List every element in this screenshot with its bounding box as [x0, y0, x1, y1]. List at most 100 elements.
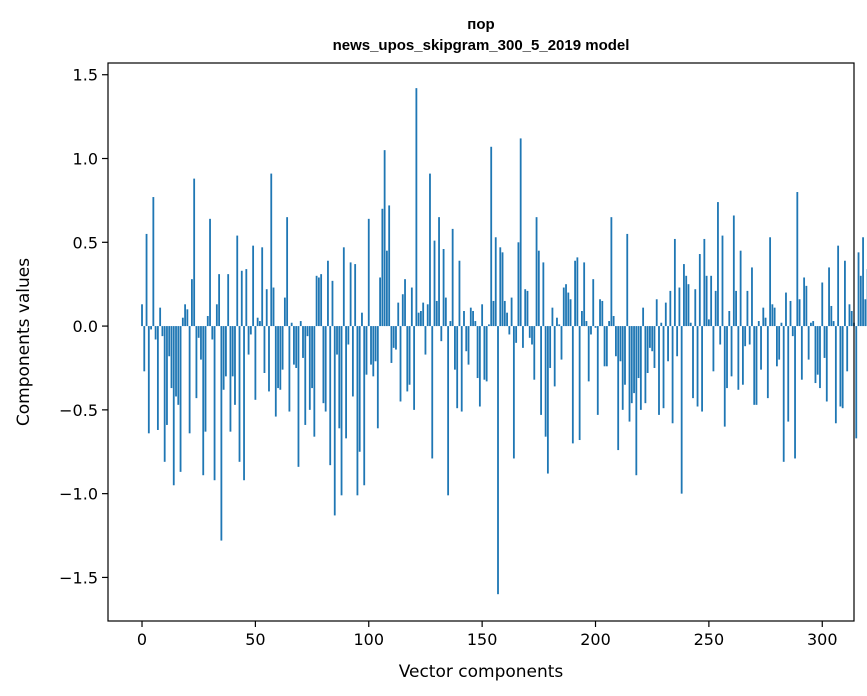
bar	[288, 326, 291, 412]
bar	[211, 326, 214, 340]
bar	[379, 277, 381, 327]
bar	[649, 326, 651, 348]
bar	[753, 326, 756, 405]
bar	[499, 247, 502, 327]
bar	[195, 326, 198, 399]
bar	[807, 326, 810, 360]
bar	[540, 326, 542, 415]
bar	[667, 326, 669, 362]
bar	[170, 326, 173, 389]
bar	[381, 208, 384, 327]
bar	[168, 326, 171, 357]
bar	[281, 326, 284, 370]
bar	[265, 289, 268, 327]
bar	[628, 326, 631, 422]
x-axis-label: Vector components	[399, 662, 564, 682]
bar	[293, 326, 295, 365]
bar	[399, 326, 402, 402]
bar	[664, 302, 667, 327]
bar	[639, 326, 642, 410]
bar	[141, 304, 143, 327]
bar	[846, 326, 849, 372]
bar	[451, 228, 454, 327]
bar	[311, 326, 313, 389]
bar	[751, 267, 753, 327]
bar	[578, 326, 581, 441]
bar	[596, 326, 599, 415]
bar	[776, 326, 778, 367]
bar	[424, 326, 427, 355]
bar	[338, 326, 341, 429]
bar	[497, 326, 499, 595]
bar	[701, 326, 703, 412]
bar	[231, 326, 234, 377]
bar	[839, 326, 842, 407]
bar	[215, 304, 218, 327]
bar	[488, 324, 490, 327]
bar	[508, 326, 511, 335]
bar	[331, 280, 334, 327]
bar	[655, 299, 658, 327]
bar	[363, 326, 366, 486]
bar	[515, 326, 518, 343]
bar	[347, 326, 350, 345]
bar	[259, 321, 261, 327]
bar	[415, 88, 418, 327]
bar	[474, 321, 477, 327]
bar	[757, 321, 760, 327]
bar	[395, 326, 397, 350]
y-axis: −1.5 −1.0 −0.5 0.0 0.5 1.0 1.5	[59, 66, 108, 587]
bar	[592, 279, 595, 327]
bar	[458, 260, 461, 327]
bar	[617, 326, 620, 451]
bar	[186, 309, 189, 327]
bar	[544, 326, 547, 437]
x-tick-label: 100	[353, 630, 384, 649]
bar	[676, 326, 679, 357]
bar	[707, 319, 710, 327]
bar	[834, 326, 837, 424]
bar	[145, 233, 148, 327]
bar	[830, 305, 833, 327]
bar	[374, 326, 377, 362]
bar	[472, 311, 474, 327]
bar	[692, 326, 694, 399]
chart-subtitle: news_upos_skipgram_300_5_2019 model	[333, 37, 630, 54]
bar	[159, 307, 162, 327]
bar	[197, 326, 200, 338]
bar	[803, 277, 806, 327]
bar	[796, 192, 799, 327]
bar	[485, 326, 488, 382]
bar	[295, 326, 298, 368]
bar	[610, 217, 613, 327]
bar	[519, 138, 522, 327]
chart-title: пор	[467, 16, 494, 33]
bar	[844, 260, 846, 327]
bar	[608, 321, 611, 327]
bar	[542, 262, 545, 327]
bar	[150, 326, 152, 330]
bar	[850, 311, 853, 327]
bar	[698, 254, 701, 327]
bar	[401, 294, 404, 327]
bar	[317, 277, 320, 327]
bar	[372, 326, 375, 377]
bar	[440, 326, 443, 342]
bar	[481, 304, 484, 327]
bar	[537, 250, 540, 327]
bar	[222, 326, 225, 390]
bar	[678, 287, 681, 327]
bar	[465, 326, 468, 352]
bar	[385, 250, 388, 327]
bar	[558, 324, 561, 327]
bar	[361, 312, 363, 327]
bar	[388, 205, 391, 327]
bar	[324, 326, 327, 412]
bar	[429, 173, 431, 327]
bar	[737, 326, 740, 390]
bar	[188, 326, 191, 434]
bar	[615, 326, 617, 357]
bar	[333, 326, 336, 516]
bar	[864, 299, 867, 327]
